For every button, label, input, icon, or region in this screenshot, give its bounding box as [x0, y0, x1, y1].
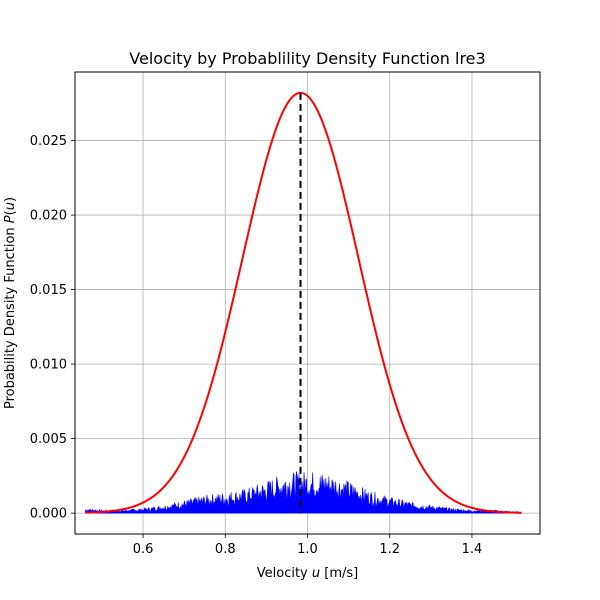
y-tick-label: 0.015	[30, 283, 67, 298]
x-axis-label-pre: Velocity	[257, 566, 312, 581]
grid	[75, 72, 540, 534]
x-tick-label: 0.8	[215, 542, 236, 557]
x-tick-label: 0.6	[133, 542, 154, 557]
chart-title: Velocity by Probablility Density Functio…	[129, 49, 485, 68]
x-tick-label: 1.0	[297, 542, 318, 557]
y-tick-label: 0.000	[30, 507, 67, 522]
pdf-curve	[85, 91, 522, 514]
y-axis-label-var: P	[3, 215, 18, 223]
y-axis-label-close: )	[3, 197, 18, 202]
curve-layer	[85, 91, 522, 514]
y-axis-label-open: (	[3, 210, 18, 215]
x-tick-label: 1.2	[379, 542, 400, 557]
y-tick-label: 0.020	[30, 209, 67, 224]
x-tick-label: 1.4	[462, 542, 483, 557]
x-axis-label-var: u	[312, 566, 320, 581]
histogram-layer	[85, 471, 522, 514]
y-axis-label-arg: u	[3, 202, 18, 210]
y-tick-label: 0.005	[30, 432, 67, 447]
x-axis-label: Velocity u [m/s]	[257, 566, 358, 581]
y-axis-label-pre: Probability Density Function	[3, 223, 18, 409]
y-axis-label: Probability Density Function P(u)	[3, 197, 18, 409]
y-tick-label: 0.010	[30, 358, 67, 373]
x-axis-label-post: [m/s]	[320, 566, 358, 581]
tick-layer: 0.6 0.8 1.0 1.2 1.4 0.000 0.005 0.010 0.015 0.020…	[30, 134, 483, 557]
y-tick-label: 0.025	[30, 134, 67, 149]
histogram-fill	[85, 471, 522, 514]
